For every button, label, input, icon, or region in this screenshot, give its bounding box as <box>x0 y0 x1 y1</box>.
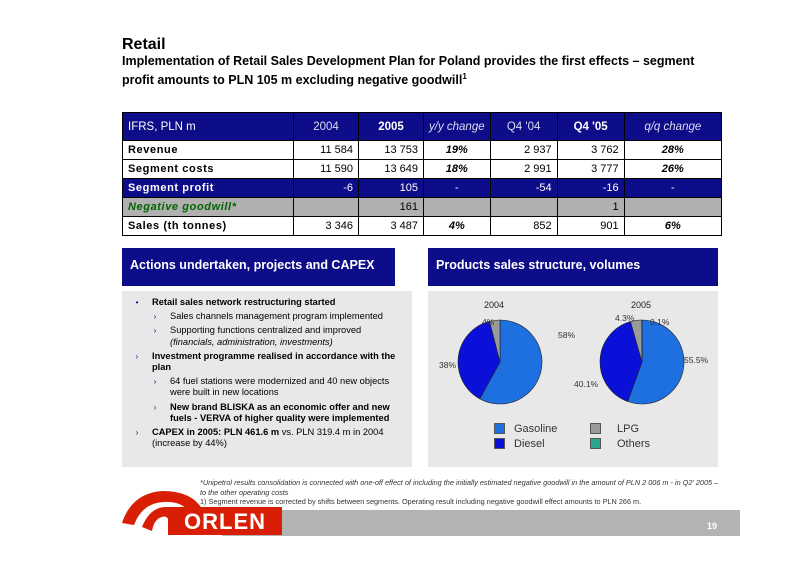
pie-label-2005-others: 0.1% <box>650 317 670 327</box>
table-cell: 26% <box>624 160 721 178</box>
legend-swatch-gasoline <box>494 423 505 434</box>
table-cell: -6 <box>294 179 358 197</box>
list-item: › 64 fuel stations were modernized and 4… <box>130 376 410 398</box>
table-cell: - <box>424 179 490 197</box>
row-label: Sales (th tonnes) <box>123 217 293 235</box>
table-cell: 2 991 <box>490 160 557 178</box>
chevron-right-icon: › <box>153 326 157 336</box>
footnote-segment-revenue: 1) Segment revenue is corrected by shift… <box>200 497 642 506</box>
actions-section-header: Actions undertaken, projects and CAPEX <box>122 248 395 286</box>
table-cell: 852 <box>490 217 557 235</box>
pie-label-2005-lpg: 4.3% <box>615 313 635 323</box>
legend-label-gasoline: Gasoline <box>514 423 558 435</box>
table-cell: 3 762 <box>557 141 624 159</box>
chevron-right-icon: › <box>153 312 157 322</box>
list-item: • Retail sales network restructuring sta… <box>130 297 410 308</box>
legend-label-lpg: LPG <box>617 423 640 435</box>
table-cell: 1 <box>557 198 624 216</box>
list-item: › Sales channels management program impl… <box>130 311 410 322</box>
table-cell <box>624 198 721 216</box>
table-cell: 161 <box>359 198 423 216</box>
header-cell: Q4 '05 <box>557 113 624 140</box>
legend-swatch-diesel <box>494 438 505 449</box>
chevron-right-icon: › <box>135 428 139 438</box>
pie-label-2005-diesel: 40.1% <box>574 379 599 389</box>
chevron-right-icon: › <box>153 402 157 412</box>
header-cell: IFRS, PLN m <box>123 113 293 140</box>
table-row-goodwill: Negative goodwill* 161 1 <box>123 198 721 216</box>
list-item: › CAPEX in 2005: PLN 461.6 m vs. PLN 319… <box>130 427 410 449</box>
table-cell: 13 753 <box>359 141 423 159</box>
slide-subtitle: Implementation of Retail Sales Developme… <box>122 54 695 88</box>
orlen-logo: ORLEN <box>112 487 287 547</box>
row-label: Revenue <box>123 141 293 159</box>
pie-slice-2004-lpg <box>489 319 501 363</box>
footnote-goodwill: *Unipetrol results consolidation is conn… <box>200 478 719 497</box>
legend-label-diesel: Diesel <box>514 438 545 450</box>
slide-title: Retail <box>122 36 166 53</box>
table-cell: 19% <box>424 141 490 159</box>
table-cell: -16 <box>557 179 624 197</box>
row-label: Segment profit <box>123 179 293 197</box>
table-cell: -54 <box>490 179 557 197</box>
header-cell: 2005 <box>359 113 423 140</box>
table-cell: - <box>624 179 721 197</box>
pie-slice-2004-diesel <box>457 320 501 400</box>
footnotes: *Unipetrol results consolidation is conn… <box>200 478 720 507</box>
list-item: › New brand BLISKA as an economic offer … <box>130 402 410 424</box>
pie-label-2005-gasoline: 55.5% <box>684 355 709 365</box>
table-cell <box>294 198 358 216</box>
actions-list: • Retail sales network restructuring sta… <box>130 297 410 449</box>
table-cell <box>490 198 557 216</box>
legend-label-others: Others <box>617 438 651 450</box>
table-cell: 28% <box>624 141 721 159</box>
header-cell: 2004 <box>294 113 358 140</box>
row-label: Segment costs <box>123 160 293 178</box>
table-cell: 2 937 <box>490 141 557 159</box>
table-row: Segment costs 11 590 13 649 18% 2 991 3 … <box>123 160 721 178</box>
header-cell: y/y change <box>424 113 490 140</box>
table-cell <box>424 198 490 216</box>
pie-label-2004-gasoline: 58% <box>558 330 576 340</box>
table-cell: 3 346 <box>294 217 358 235</box>
table-cell: 901 <box>557 217 624 235</box>
table-cell: 6% <box>624 217 721 235</box>
list-item: › Investment programme realised in accor… <box>130 351 410 373</box>
table-cell: 18% <box>424 160 490 178</box>
table-cell: 105 <box>359 179 423 197</box>
table-row-highlight: Segment profit -6 105 - -54 -16 - <box>123 179 721 197</box>
table-row: Revenue 11 584 13 753 19% 2 937 3 762 28… <box>123 141 721 159</box>
row-label: Negative goodwill* <box>123 198 293 216</box>
chevron-right-icon: › <box>135 351 139 361</box>
table-cell: 11 584 <box>294 141 358 159</box>
table-cell: 3 777 <box>557 160 624 178</box>
pie-title-2005: 2005 <box>631 300 652 310</box>
chevron-right-icon: › <box>153 377 157 387</box>
pie-slice-2004-gasoline <box>479 319 543 405</box>
products-section-header: Products sales structure, volumes <box>428 248 718 286</box>
legend-swatch-lpg <box>590 423 601 434</box>
pie-label-2004-lpg: 4% <box>482 317 495 327</box>
page-number: 19 <box>707 521 718 531</box>
logo-text: ORLEN <box>184 509 266 534</box>
header-cell: q/q change <box>624 113 721 140</box>
bullet-icon: • <box>135 298 139 307</box>
financial-table: IFRS, PLN m 2004 2005 y/y change Q4 '04 … <box>122 112 722 236</box>
header-cell: Q4 '04 <box>490 113 557 140</box>
table-cell: 11 590 <box>294 160 358 178</box>
pie-chart-2004 <box>457 319 543 405</box>
actions-panel: • Retail sales network restructuring sta… <box>122 291 412 467</box>
pie-label-2004-diesel: 38% <box>439 360 457 370</box>
table-cell: 13 649 <box>359 160 423 178</box>
legend-swatch-others <box>590 438 601 449</box>
pie-title-2004: 2004 <box>484 300 505 310</box>
table-cell: 4% <box>424 217 490 235</box>
table-header-row: IFRS, PLN m 2004 2005 y/y change Q4 '04 … <box>123 113 721 140</box>
list-item: › Supporting functions centralized and i… <box>130 325 410 347</box>
footer-bar <box>222 510 740 536</box>
table-cell: 3 487 <box>359 217 423 235</box>
products-panel: 2004 2005 58% 38% 4% 55.5% 40.1% 4.3% 0.… <box>428 291 718 467</box>
table-row: Sales (th tonnes) 3 346 3 487 4% 852 901… <box>123 217 721 235</box>
